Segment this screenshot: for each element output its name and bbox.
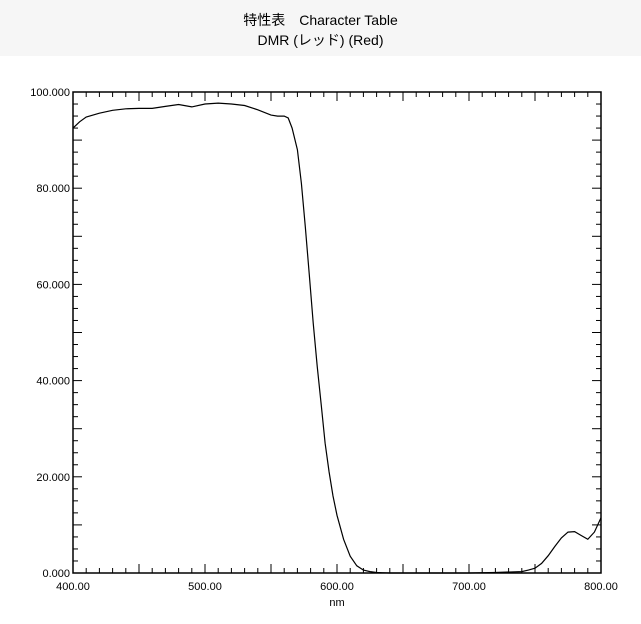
y-tick-label: 40.000 xyxy=(36,376,70,388)
y-tick-label: 80.000 xyxy=(36,183,70,195)
axis-ticks xyxy=(72,91,602,574)
plot-frame xyxy=(72,91,602,574)
y-tick-label: 0.000 xyxy=(42,568,70,580)
y-tick-label: 20.000 xyxy=(36,472,70,484)
x-axis-label: nm xyxy=(329,597,344,609)
transmittance-curve xyxy=(72,102,602,574)
x-tick-label: 600.00 xyxy=(320,581,354,593)
chart-subtitle: DMR (レッド) (Red) xyxy=(257,32,384,48)
x-tick-label: 500.00 xyxy=(188,581,222,593)
x-tick-label: 800.00 xyxy=(584,581,618,593)
y-tick-label: 60.000 xyxy=(36,279,70,291)
axis-labels: 400.00 500.00 600.00 700.00 800.00 0.000 20.00… xyxy=(30,87,618,593)
y-tick-label: 100.000 xyxy=(30,87,70,99)
chart-title: 特性表 Character Table xyxy=(243,12,398,28)
chart-header: 特性表 Character Table DMR (レッド) (Red) xyxy=(0,0,641,56)
x-tick-label: 700.00 xyxy=(452,581,486,593)
x-tick-label: 400.00 xyxy=(56,581,90,593)
